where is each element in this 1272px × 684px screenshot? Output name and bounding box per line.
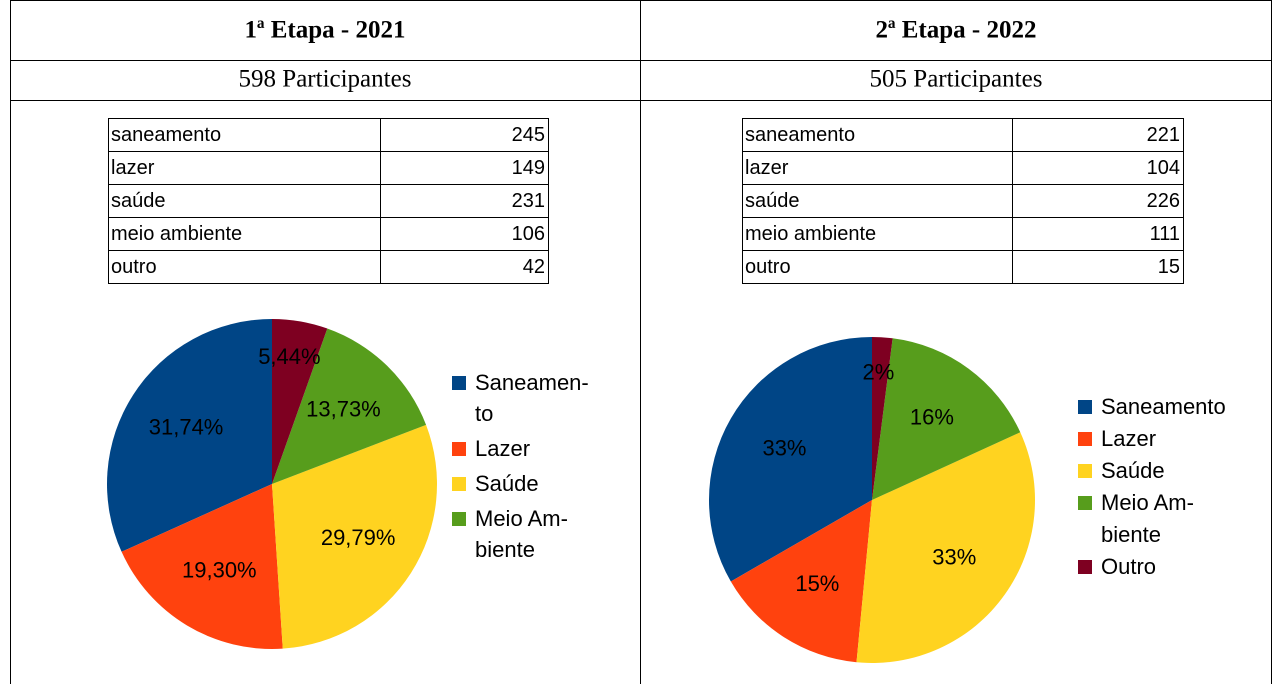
data-label: 2% [863,360,895,385]
legend-label: Meio Am- [475,506,568,531]
table-value: 42 [523,256,545,278]
pie-slice [106,319,272,552]
table-label: outro [111,256,157,278]
table-label: saúde [111,190,166,212]
legend-swatch [1078,560,1092,574]
pie-slice [272,424,437,649]
table-border [742,118,1184,284]
legend-swatch [1078,432,1092,446]
data-label: 5,44% [258,344,320,369]
legend-label: Lazer [1101,426,1156,451]
data-label: 33% [762,435,806,460]
table-value: 111 [1150,223,1180,245]
table-value: 15 [1158,256,1180,278]
table-value: 226 [1147,190,1180,212]
panel-subtitle: 505 Participantes [870,66,1043,93]
legend-label: Saúde [475,471,539,496]
table-label: meio ambiente [745,223,876,245]
legend-swatch [452,376,466,390]
pie-slice [272,319,328,484]
panel-title: 2ª Etapa - 2022 [876,17,1037,44]
legend-swatch [452,442,466,456]
table-label: outro [745,256,791,278]
pie-slice [872,338,1021,500]
legend-label: Saneamento [1101,394,1226,419]
data-label: 29,79% [321,525,396,550]
pie-slice [730,500,872,663]
legend-label: Saúde [1101,458,1165,483]
legend-label: to [475,401,493,426]
data-label: 15% [795,571,839,596]
pie-slice [856,432,1035,663]
legend-swatch [1078,400,1092,414]
data-label: 16% [910,404,954,429]
legend-swatch [1078,464,1092,478]
table-label: lazer [111,157,155,179]
legend-swatch [452,512,466,526]
table-value: 231 [512,190,545,212]
table-border [108,118,549,284]
table-label: saúde [745,190,800,212]
table-label: lazer [745,157,789,179]
legend-label: Saneamen- [475,370,589,395]
table-value: 245 [512,124,545,146]
data-label: 33% [932,544,976,569]
data-label: 13,73% [306,397,381,422]
panel-subtitle: 598 Participantes [239,66,412,93]
legend-label: Meio Am- [1101,490,1194,515]
legend-label: biente [1101,522,1161,547]
legend-label: Lazer [475,436,530,461]
legend-label: Outro [1101,554,1156,579]
table-value: 221 [1147,124,1180,146]
legend-swatch [452,477,466,491]
table-value: 104 [1147,157,1180,179]
data-label: 31,74% [149,414,224,439]
table-value: 149 [512,157,545,179]
table-label: saneamento [111,124,221,146]
pie-slice [272,328,427,484]
legend-label: biente [475,537,535,562]
pie-slice [708,337,872,582]
legend-swatch [1078,496,1092,510]
panel-title: 1ª Etapa - 2021 [245,17,406,44]
table-label: meio ambiente [111,223,242,245]
pie-slice [121,484,283,649]
data-label: 19,30% [182,558,257,583]
pie-slice [872,337,893,500]
table-label: saneamento [745,124,855,146]
table-value: 106 [512,223,545,245]
